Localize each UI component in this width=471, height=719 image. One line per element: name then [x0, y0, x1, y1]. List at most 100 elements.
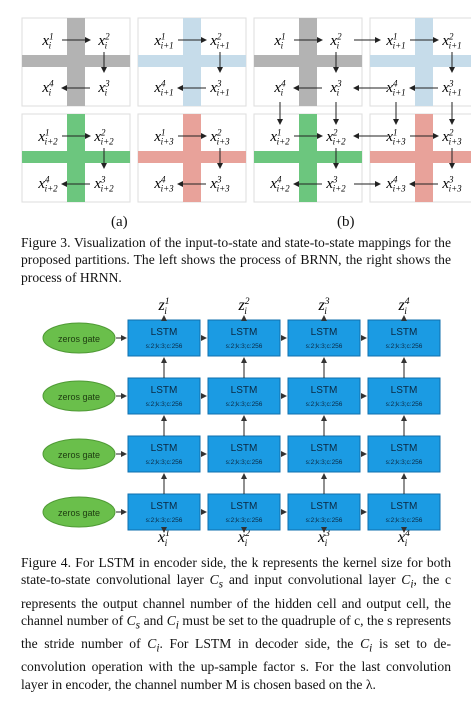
lstm-cell-3-4	[367, 435, 441, 473]
cell-1-2-2: x4 i+2	[269, 174, 290, 193]
lstm-cell-3-2	[207, 435, 281, 473]
zeros-gate-label: zeros gate	[58, 392, 100, 402]
lstm-cell-4-4	[367, 493, 441, 531]
quad-2-hband	[254, 151, 362, 163]
figure-3-panel-b: x1 i x2 i x4 i x3 i x1 i+1 x2 i+1 x4 i+1 x3 i+1 x1 i+2 x2 i…	[253, 17, 471, 203]
lstm-params: s:2;k:3;c:256	[386, 517, 423, 524]
cell-1-1-3: x3 i+1	[441, 78, 461, 97]
lstm-label: LSTM	[311, 327, 338, 338]
cell-0-0-1: x2 i	[97, 31, 110, 50]
quad-0-hband	[22, 55, 130, 67]
cell-1-3-3: x3 i+3	[441, 174, 462, 193]
quad-3-hband	[138, 151, 246, 163]
zeros-gate-3	[42, 438, 116, 470]
lstm-cell-3-3	[287, 435, 361, 473]
cell-1-0-1: x2 i	[329, 31, 342, 50]
lstm-label: LSTM	[151, 385, 178, 396]
zeros-gate-2	[42, 380, 116, 412]
cell-0-2-2: x4 i+2	[37, 174, 58, 193]
cell-0-3-1: x2 i+3	[209, 127, 230, 146]
quad-0-hband	[254, 55, 362, 67]
figure-4-caption: Figure 4. For LSTM in encoder side, the …	[21, 555, 451, 692]
zeros-gate-label: zeros gate	[58, 450, 100, 460]
cell-0-1-3: x3 i+1	[209, 78, 229, 97]
zeros-gate-4	[42, 496, 116, 528]
input-4: x4 i	[397, 528, 410, 549]
figure-3-panel-a: x1 i x2 i x4 i x3 i x1 i+1 x2 i+1 x4 i+1 x3 i+1 x1 i+2 x2 i…	[21, 17, 247, 203]
cell-1-3-0: x1 i+3	[385, 127, 406, 146]
lstm-cell-3-1	[127, 435, 201, 473]
lstm-label: LSTM	[151, 327, 178, 338]
lstm-params: s:2;k:3;c:256	[386, 401, 423, 408]
input-1: x1 i	[157, 528, 170, 549]
cell-0-2-0: x1 i+2	[37, 127, 58, 146]
cell-1-2-1: x2 i+2	[325, 127, 346, 146]
quad-1-hband	[370, 55, 471, 67]
cell-0-2-3: x3 i+2	[93, 174, 114, 193]
lstm-cell-2-3	[287, 377, 361, 415]
lstm-params: s:2;k:3;c:256	[146, 459, 183, 466]
lstm-label: LSTM	[391, 443, 418, 454]
cell-0-3-2: x4 i+3	[153, 174, 174, 193]
lstm-params: s:2;k:3;c:256	[386, 459, 423, 466]
lstm-label: LSTM	[231, 385, 258, 396]
input-2: x2 i	[237, 528, 250, 549]
lstm-cell-1-2	[207, 319, 281, 357]
cell-1-0-0: x1 i	[273, 31, 285, 50]
cell-1-1-1: x2 i+1	[441, 31, 461, 50]
cell-0-2-1: x2 i+2	[93, 127, 114, 146]
lstm-label: LSTM	[231, 501, 258, 512]
cell-0-0-2: x4 i	[41, 78, 54, 97]
cell-1-2-3: x3 i+2	[325, 174, 346, 193]
cell-0-3-0: x1 i+3	[153, 127, 174, 146]
lstm-label: LSTM	[391, 501, 418, 512]
zeros-gate-1	[42, 322, 116, 354]
lstm-cell-2-4	[367, 377, 441, 415]
output-3: z3 i	[317, 296, 329, 317]
lstm-label: LSTM	[391, 385, 418, 396]
lstm-cell-1-4	[367, 319, 441, 357]
lstm-label: LSTM	[151, 443, 178, 454]
lstm-label: LSTM	[231, 443, 258, 454]
cell-1-0-2: x4 i	[273, 78, 286, 97]
lstm-cell-1-1	[127, 319, 201, 357]
cell-0-1-1: x2 i+1	[209, 31, 229, 50]
figure-4: z1 i z2 i z3 i z4 i x1 i x2 i x3 i x4 i zeros gate LSTM s:…	[42, 296, 441, 549]
panel-a-label: (a)	[111, 214, 128, 230]
lstm-cell-4-1	[127, 493, 201, 531]
lstm-params: s:2;k:3;c:256	[226, 343, 263, 350]
input-3: x3 i	[317, 528, 330, 549]
lstm-params: s:2;k:3;c:256	[146, 343, 183, 350]
lstm-label: LSTM	[311, 501, 338, 512]
cell-1-2-0: x1 i+2	[269, 127, 290, 146]
cell-0-3-3: x3 i+3	[209, 174, 230, 193]
lstm-params: s:2;k:3;c:256	[226, 517, 263, 524]
lstm-cell-1-3	[287, 319, 361, 357]
lstm-label: LSTM	[311, 385, 338, 396]
quad-1-hband	[138, 55, 246, 67]
lstm-cell-4-2	[207, 493, 281, 531]
cell-0-0-0: x1 i	[41, 31, 53, 50]
cell-1-0-3: x3 i	[329, 78, 342, 97]
cell-1-3-1: x2 i+3	[441, 127, 462, 146]
lstm-label: LSTM	[391, 327, 418, 338]
cell-1-1-0: x1 i+1	[385, 31, 405, 50]
lstm-label: LSTM	[311, 443, 338, 454]
lstm-cell-2-1	[127, 377, 201, 415]
cell-0-1-0: x1 i+1	[153, 31, 173, 50]
output-1: z1 i	[157, 296, 169, 317]
figure-3-caption: Figure 3. Visualization of the input-to-…	[21, 235, 451, 285]
zeros-gate-label: zeros gate	[58, 334, 100, 344]
cell-1-3-2: x4 i+3	[385, 174, 406, 193]
lstm-params: s:2;k:3;c:256	[306, 343, 343, 350]
output-2: z2 i	[237, 296, 249, 317]
lstm-label: LSTM	[231, 327, 258, 338]
lstm-label: LSTM	[151, 501, 178, 512]
lstm-params: s:2;k:3;c:256	[146, 517, 183, 524]
lstm-params: s:2;k:3;c:256	[226, 401, 263, 408]
lstm-cell-2-2	[207, 377, 281, 415]
lstm-params: s:2;k:3;c:256	[306, 517, 343, 524]
quad-3-hband	[370, 151, 471, 163]
output-4: z4 i	[397, 296, 409, 317]
cell-0-0-3: x3 i	[97, 78, 110, 97]
